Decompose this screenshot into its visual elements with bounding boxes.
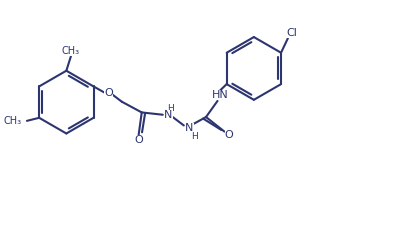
- Text: HN: HN: [211, 90, 228, 100]
- Text: O: O: [225, 130, 233, 140]
- Text: H: H: [191, 132, 198, 141]
- Text: Cl: Cl: [286, 28, 297, 38]
- Text: N: N: [185, 123, 194, 133]
- Text: O: O: [134, 135, 143, 145]
- Text: N: N: [164, 110, 173, 120]
- Text: CH₃: CH₃: [4, 116, 22, 126]
- Text: CH₃: CH₃: [62, 46, 80, 56]
- Text: O: O: [104, 88, 113, 98]
- Text: H: H: [167, 104, 174, 113]
